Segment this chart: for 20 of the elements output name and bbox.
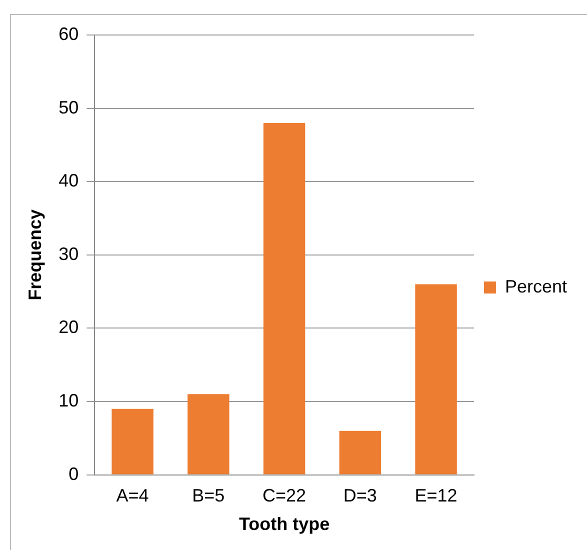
x-tick-label: B=5 [192,486,225,506]
bar [415,284,457,474]
x-tick-label: A=4 [116,486,149,506]
x-tick-label: C=22 [262,486,306,506]
x-tick-label: D=3 [343,486,377,506]
bar [339,430,382,474]
y-tick-label: 50 [58,97,79,118]
y-tick-label: 0 [68,464,79,484]
y-tick-label: 40 [58,170,79,191]
y-tick-label: 30 [58,244,79,264]
y-tick-label: 20 [58,317,79,338]
y-tick-label: 60 [58,24,79,44]
bar [263,122,306,474]
x-axis-title: Tooth type [238,514,330,534]
x-tick-label: E=12 [414,486,458,506]
bar [112,408,154,474]
bar [188,394,230,474]
legend-label: Percent [504,276,568,296]
y-axis-title: Frequency [24,209,45,300]
y-tick-label: 10 [58,390,79,410]
